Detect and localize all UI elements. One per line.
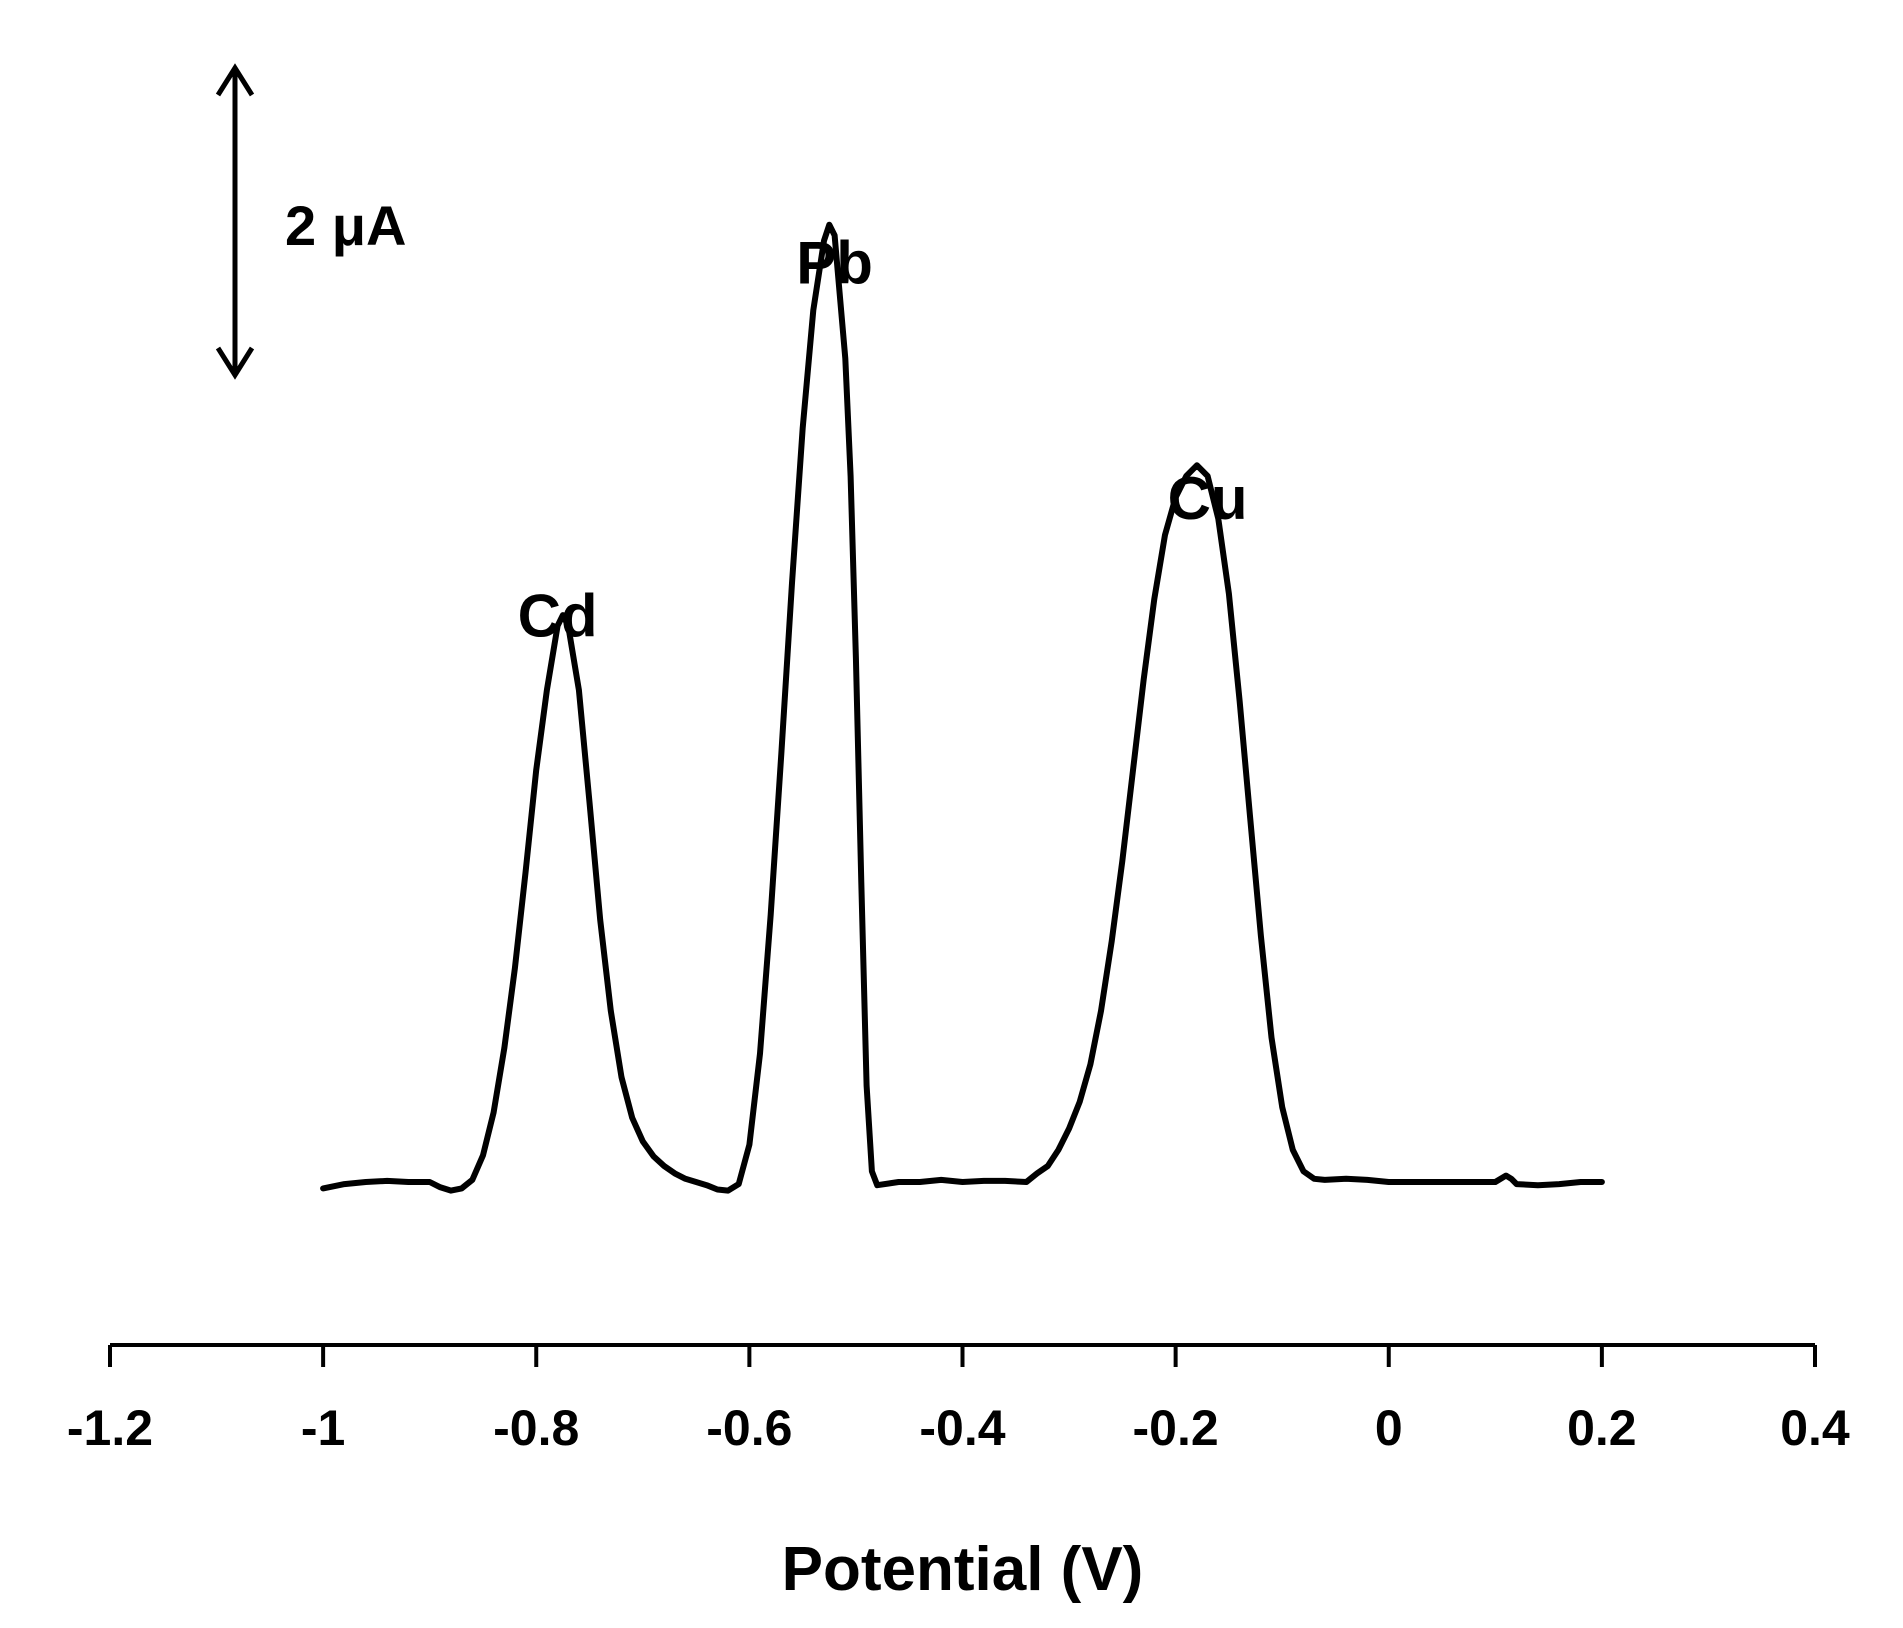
scale-bar: 2 μA (215, 63, 406, 380)
peak-label-cd: Cd (518, 582, 598, 649)
scale-bar-label: 2 μA (285, 194, 406, 257)
x-axis-title: Potential (V) (782, 1535, 1144, 1604)
peak-labels: Cd Pb Cu (518, 229, 1248, 649)
x-axis: -1.2 -1 -0.8 -0.6 -0.4 -0.2 0 0.2 0.4 Potential … (67, 1343, 1850, 1604)
x-tick-label: -1 (301, 1400, 345, 1456)
x-tick-label: -0.8 (493, 1400, 579, 1456)
x-tick-label: -0.6 (706, 1400, 792, 1456)
series-line (320, 221, 1605, 1194)
scale-bar-top-arrowhead (215, 63, 255, 97)
scale-bar-bottom-arrowhead (215, 346, 255, 380)
peak-label-cu: Cu (1168, 465, 1248, 532)
x-tick-label: -0.4 (919, 1400, 1005, 1456)
peak-label-pb: Pb (796, 229, 873, 296)
x-tick-label: 0 (1375, 1400, 1403, 1456)
x-tick-label: -1.2 (67, 1400, 153, 1456)
x-tick-label: -0.2 (1133, 1400, 1219, 1456)
x-tick-label: 0.2 (1567, 1400, 1637, 1456)
x-tick-label: 0.4 (1780, 1400, 1850, 1456)
x-ticks: -1.2 -1 -0.8 -0.6 -0.4 -0.2 0 0.2 0.4 (67, 1345, 1850, 1456)
